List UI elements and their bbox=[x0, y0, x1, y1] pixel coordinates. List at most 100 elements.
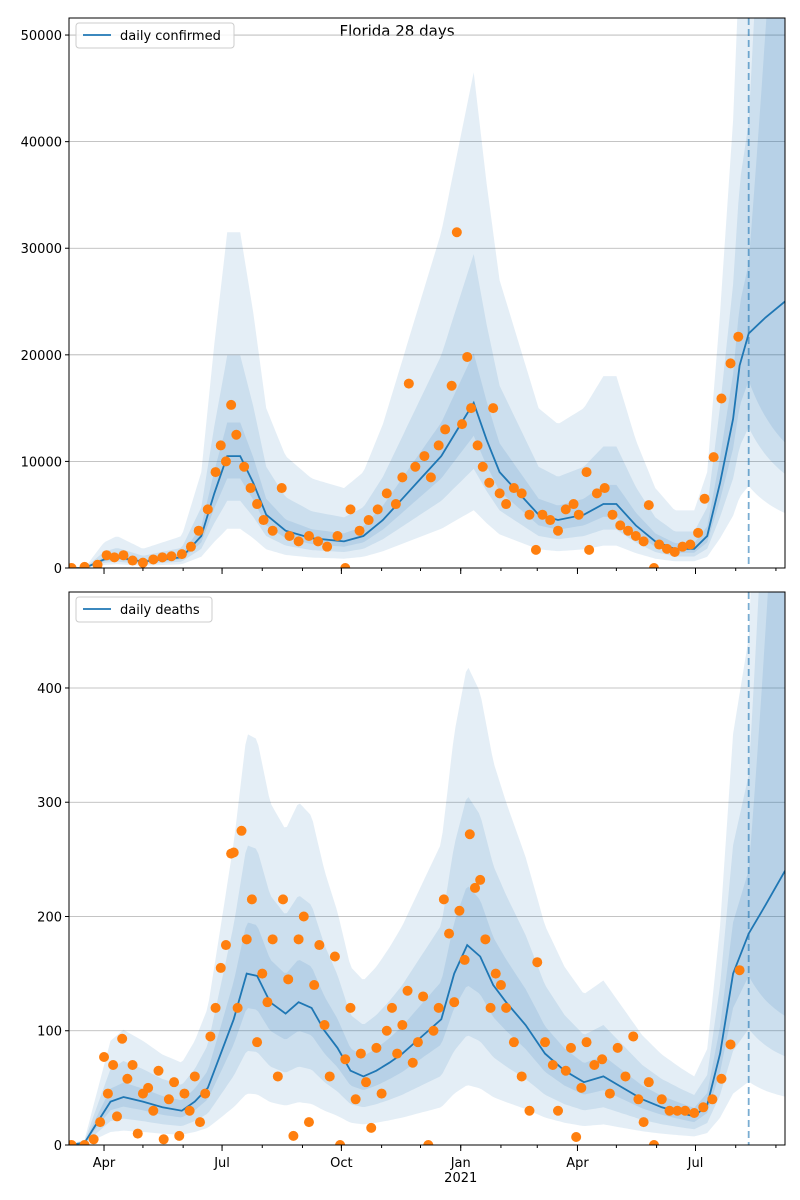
observed-point bbox=[464, 829, 475, 840]
observed-point bbox=[480, 934, 491, 945]
observed-point bbox=[433, 440, 444, 451]
observed-point bbox=[153, 1065, 164, 1076]
plot-area bbox=[69, 592, 785, 1145]
observed-point bbox=[451, 227, 462, 238]
observed-point bbox=[547, 1060, 558, 1071]
y-tick-label: 400 bbox=[37, 682, 62, 697]
observed-point bbox=[597, 1054, 608, 1065]
x-tick-label: Apr bbox=[93, 1156, 116, 1171]
y-tick-label: 0 bbox=[54, 562, 62, 577]
observed-point bbox=[148, 554, 159, 565]
observed-point bbox=[122, 1073, 133, 1084]
observed-point bbox=[215, 962, 226, 973]
observed-point bbox=[494, 488, 505, 499]
observed-point bbox=[313, 536, 324, 547]
observed-point bbox=[584, 544, 595, 555]
uncertainty-band bbox=[69, 18, 785, 568]
observed-point bbox=[350, 1094, 361, 1105]
legend-label: daily confirmed bbox=[120, 29, 221, 44]
observed-point bbox=[108, 1060, 119, 1071]
observed-point bbox=[495, 980, 506, 991]
observed-point bbox=[466, 403, 477, 414]
observed-point bbox=[560, 504, 571, 515]
observed-point bbox=[508, 1037, 519, 1048]
observed-point bbox=[524, 1105, 535, 1116]
observed-point bbox=[537, 509, 548, 520]
observed-point bbox=[245, 483, 256, 494]
observed-point bbox=[693, 527, 704, 538]
uncertainty-band bbox=[69, 592, 785, 1145]
observed-point bbox=[449, 997, 460, 1008]
observed-point bbox=[607, 509, 618, 520]
observed-point bbox=[410, 461, 421, 472]
observed-point bbox=[689, 1108, 700, 1119]
observed-point bbox=[101, 550, 112, 561]
observed-point bbox=[664, 1105, 675, 1116]
observed-point bbox=[716, 393, 727, 404]
x-tick-label: Apr bbox=[566, 1156, 589, 1171]
observed-point bbox=[571, 1132, 582, 1143]
observed-point bbox=[685, 539, 696, 550]
plot-area bbox=[69, 18, 785, 568]
observed-point bbox=[319, 1020, 330, 1031]
observed-point bbox=[195, 1117, 206, 1128]
observed-point bbox=[157, 552, 168, 563]
observed-point bbox=[672, 1105, 683, 1116]
observed-point bbox=[148, 1105, 159, 1116]
observed-point bbox=[309, 980, 320, 991]
observed-point bbox=[210, 467, 221, 478]
observed-point bbox=[656, 1094, 667, 1105]
observed-point bbox=[276, 483, 287, 494]
observed-point bbox=[376, 1088, 387, 1099]
x-tick-label: Jul bbox=[687, 1156, 704, 1171]
axes-frame bbox=[68, 17, 786, 569]
observed-point bbox=[163, 1094, 174, 1105]
observed-point bbox=[612, 1042, 623, 1053]
observed-point bbox=[707, 1094, 718, 1105]
observed-point bbox=[332, 531, 343, 542]
observed-point bbox=[117, 1033, 128, 1044]
observed-point bbox=[457, 419, 468, 430]
observed-point bbox=[630, 531, 641, 542]
observed-point bbox=[99, 1052, 110, 1063]
observed-point bbox=[589, 1060, 600, 1071]
observed-point bbox=[459, 954, 470, 965]
observed-point bbox=[293, 536, 304, 547]
observed-point bbox=[278, 894, 289, 905]
observed-point bbox=[516, 488, 527, 499]
legend-label: daily deaths bbox=[120, 603, 200, 618]
observed-point bbox=[501, 499, 512, 510]
y-tick-label: 30000 bbox=[21, 242, 62, 257]
observed-point bbox=[354, 525, 365, 536]
observed-point bbox=[361, 1077, 372, 1088]
observed-point bbox=[397, 1020, 408, 1031]
observed-point bbox=[366, 1122, 377, 1133]
observed-point bbox=[363, 515, 374, 526]
observed-point bbox=[231, 429, 242, 440]
observed-point bbox=[381, 1025, 392, 1036]
observed-point bbox=[184, 1105, 195, 1116]
observed-point bbox=[283, 974, 294, 985]
observed-point bbox=[262, 997, 273, 1008]
observed-point bbox=[390, 499, 401, 510]
observed-point bbox=[725, 358, 736, 369]
chart-title: Florida 28 days bbox=[339, 22, 454, 40]
observed-point bbox=[215, 440, 226, 451]
observed-point bbox=[648, 1140, 659, 1145]
observed-point bbox=[698, 1102, 709, 1113]
observed-point bbox=[288, 1130, 299, 1141]
observed-point bbox=[236, 825, 247, 836]
observed-point bbox=[267, 525, 278, 536]
y-tick-label: 0 bbox=[54, 1139, 62, 1154]
observed-point bbox=[257, 968, 268, 979]
observed-point bbox=[185, 541, 196, 552]
observed-point bbox=[633, 1094, 644, 1105]
observed-point bbox=[591, 488, 602, 499]
observed-point bbox=[345, 504, 356, 515]
observed-point bbox=[258, 515, 269, 526]
observed-point bbox=[661, 543, 672, 554]
observed-point bbox=[335, 1140, 346, 1145]
observed-point bbox=[239, 461, 250, 472]
legend-box bbox=[75, 22, 235, 49]
observed-point bbox=[200, 1088, 211, 1099]
